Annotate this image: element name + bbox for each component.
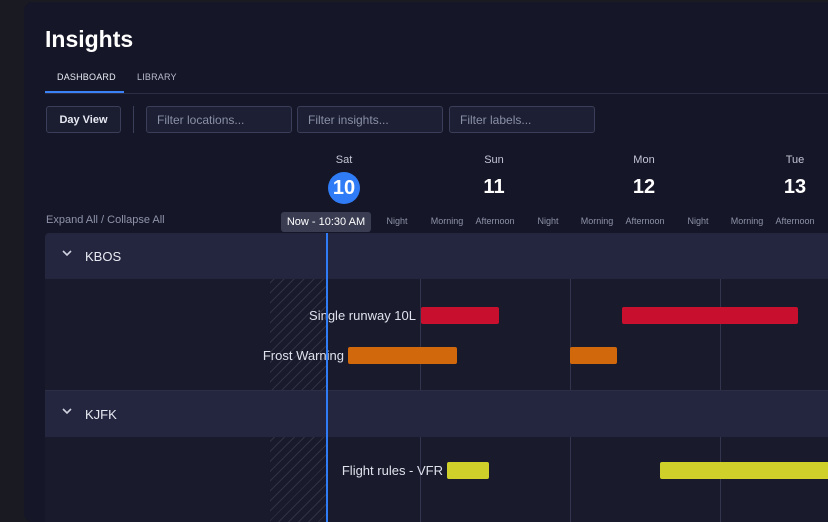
now-time-marker: Now - 10:30 AM [281, 212, 371, 232]
insight-bar-critical[interactable] [421, 307, 499, 324]
chevron-down-icon[interactable] [61, 405, 73, 417]
group-header-kbos[interactable]: KBOS [45, 233, 828, 279]
day-number-sat[interactable]: 10 [328, 172, 360, 204]
chevron-down-icon[interactable] [61, 247, 73, 259]
now-indicator-line [326, 233, 328, 522]
group-header-kjfk[interactable]: KJFK [45, 391, 828, 437]
insight-bar-critical[interactable] [622, 307, 798, 324]
insight-bar-caution[interactable] [660, 462, 828, 479]
day-divider [420, 233, 421, 522]
period-label: Night [687, 216, 709, 226]
day-name-sun: Sun [484, 154, 504, 166]
period-label: Morning [430, 216, 464, 226]
period-label: Afternoon [625, 216, 665, 226]
insight-label: Flight rules - VFR [341, 463, 443, 478]
insight-bar-warning[interactable] [570, 347, 617, 364]
period-label: Morning [730, 216, 764, 226]
insight-label: Single runway 10L [309, 308, 416, 323]
insight-bar-warning[interactable] [348, 347, 457, 364]
insights-panel: Insights DASHBOARD LIBRARY Day View Sat … [24, 2, 828, 522]
toolbar-divider [133, 106, 134, 133]
day-view-button[interactable]: Day View [46, 106, 121, 133]
insight-label: Frost Warning [262, 348, 344, 363]
period-label: Afternoon [475, 216, 515, 226]
active-tab-indicator [45, 91, 124, 93]
day-name-sat: Sat [335, 154, 353, 166]
expand-collapse-all[interactable]: Expand All / Collapse All [46, 214, 165, 226]
period-label: Morning [580, 216, 614, 226]
day-name-mon: Mon [633, 154, 655, 166]
tab-dashboard[interactable]: DASHBOARD [57, 72, 116, 82]
insight-bar-caution[interactable] [447, 462, 489, 479]
station-label-kjfk: KJFK [85, 407, 117, 422]
group-separator [45, 390, 828, 391]
day-number-sun[interactable]: 11 [483, 176, 505, 198]
filter-insights-input[interactable] [297, 106, 443, 133]
day-divider [570, 233, 571, 522]
day-divider [720, 233, 721, 522]
period-label: Night [386, 216, 408, 226]
filter-labels-input[interactable] [449, 106, 595, 133]
period-label: Night [537, 216, 559, 226]
timeline-grid: KBOS Single runway 10L Frost Warning KJF… [45, 233, 828, 522]
day-name-tue: Tue [785, 154, 805, 166]
tabs-divider [45, 93, 828, 94]
page-title: Insights [45, 26, 134, 52]
station-label-kbos: KBOS [85, 249, 122, 264]
day-number-mon[interactable]: 12 [632, 176, 656, 198]
period-label: Afternoon [775, 216, 815, 226]
tab-library[interactable]: LIBRARY [137, 72, 177, 82]
day-number-tue[interactable]: 13 [783, 176, 807, 198]
past-time-hatch [270, 233, 327, 522]
filter-locations-input[interactable] [146, 106, 292, 133]
